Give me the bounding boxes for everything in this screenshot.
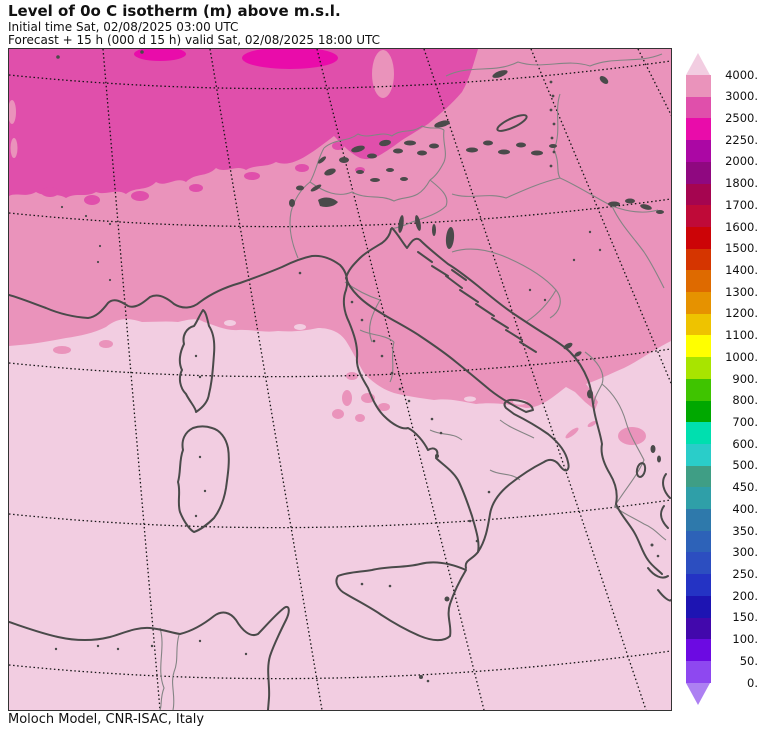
coast-north-africa [9,606,290,710]
colorbar-band-25 [686,617,711,640]
colorbar-band-10 [686,292,711,314]
colorbar-arrow-bottom [686,682,710,705]
graticule-grid [9,49,671,710]
coast-greece-fragments [647,473,671,602]
colorbar-band-5 [686,183,711,206]
colorbar-band-11 [686,313,711,336]
colorbar-band-0 [686,75,711,97]
colorbar-tick-label: 800. [732,393,758,408]
colorbar-tick-label: 1400. [725,262,758,277]
page-title: Level of 0o C isotherm (m) above m.s.l. [8,2,341,20]
colorbar-tick-label: 150. [732,610,758,625]
colorbar-band-19 [686,487,711,510]
colorbar-band-21 [686,530,711,553]
colorbar-band-18 [686,465,711,488]
colorbar-arrow-top [686,53,710,75]
lake-como [415,215,421,231]
colorbar-tick-label: 1700. [725,197,758,212]
coast-sicily [335,561,467,642]
coast-sardinia [177,425,230,533]
colorbar-band-8 [686,248,711,271]
colorbar-band-9 [686,270,711,293]
coast-balkan [391,227,663,575]
colorbar: 4000. 3000. 2500. 2250. 2000. 1800. 1700. 1600.… [686,53,758,713]
colorbar-band-12 [686,335,711,358]
colorbar-tick-label: 1300. [725,284,758,299]
colorbar-band-20 [686,509,711,531]
field-2500-2250 [242,49,338,69]
colorbar-tick-label: 700. [732,414,758,429]
colorbar-tick-label: 4000. [725,67,758,82]
colorbar-tick-label: 2250. [725,132,758,147]
colorbar-band-2 [686,118,711,141]
colorbar-tick-label: 50. [739,653,758,668]
colorbar-band-15 [686,400,711,423]
coast-adriatic-italy [345,228,570,553]
colorbar-band-7 [686,226,711,249]
malta [419,675,423,679]
lake-constance [434,120,450,128]
etna [444,596,450,602]
dalmatian-islands [417,251,537,353]
colorbar-band-16 [686,422,711,444]
colorbar-band-26 [686,639,711,661]
lake-maggiore [398,215,404,233]
colorbar-band-27 [686,660,711,683]
colorbar-band-3 [686,140,711,162]
colorbar-band-14 [686,378,711,401]
corfu-island [635,462,647,478]
colorbar-tick-label: 1500. [725,241,758,256]
lake-balaton [496,114,528,132]
lake-garda [445,227,455,249]
terrain-and-lakes [54,50,664,683]
colorbar-tick-label: 2000. [725,154,758,169]
lake-shkodra [587,389,593,399]
italy-isotherm-map [9,49,671,710]
colorbar-band-22 [686,552,711,575]
colorbar-band-1 [686,96,711,119]
initial-time-label: Initial time Sat, 02/08/2025 03:00 UTC [8,20,239,34]
coastlines [9,114,671,710]
colorbar-scale [686,53,711,705]
lake-prespa [657,455,661,463]
colorbar-band-24 [686,595,711,618]
colorbar-tick-label: 900. [732,371,758,386]
colorbar-tick-label: 500. [732,458,758,473]
colorbar-tick-label: 1000. [725,349,758,364]
colorbar-tick-label: 2500. [725,110,758,125]
field-3000-2500 [9,49,478,205]
colorbar-tick-label: 450. [732,480,758,495]
colorbar-tick-label: 200. [732,588,758,603]
forecast-valid-label: Forecast + 15 h (000 d 15 h) valid Sat, … [8,33,381,47]
colorbar-band-6 [686,205,711,227]
lake-ohrid [650,445,656,453]
coast-corsica [178,309,216,413]
colorbar-band-17 [686,443,711,466]
colorbar-tick-label: 1600. [725,219,758,234]
colorbar-tick-label: 3000. [725,89,758,104]
map-canvas [8,48,672,711]
colorbar-tick-label: 350. [732,523,758,538]
colorbar-tick-label: 1200. [725,306,758,321]
colorbar-labels: 4000. 3000. 2500. 2250. 2000. 1800. 1700. 1600.… [714,53,758,713]
colorbar-tick-label: 600. [732,436,758,451]
colorbar-tick-label: 300. [732,545,758,560]
colorbar-tick-label: 250. [732,566,758,581]
colorbar-tick-label: 1100. [725,328,758,343]
model-attribution: Moloch Model, CNR-ISAC, Italy [8,712,205,727]
lake-iseo [432,224,436,236]
lake-geneva [318,197,338,207]
colorbar-tick-label: 100. [732,632,758,647]
colorbar-band-13 [686,357,711,379]
vesuvius [435,454,439,458]
colorbar-band-4 [686,161,711,184]
colorbar-tick-label: 1800. [725,176,758,191]
colorbar-band-23 [686,574,711,596]
colorbar-tick-label: 0. [747,675,758,690]
colorbar-tick-label: 400. [732,501,758,516]
